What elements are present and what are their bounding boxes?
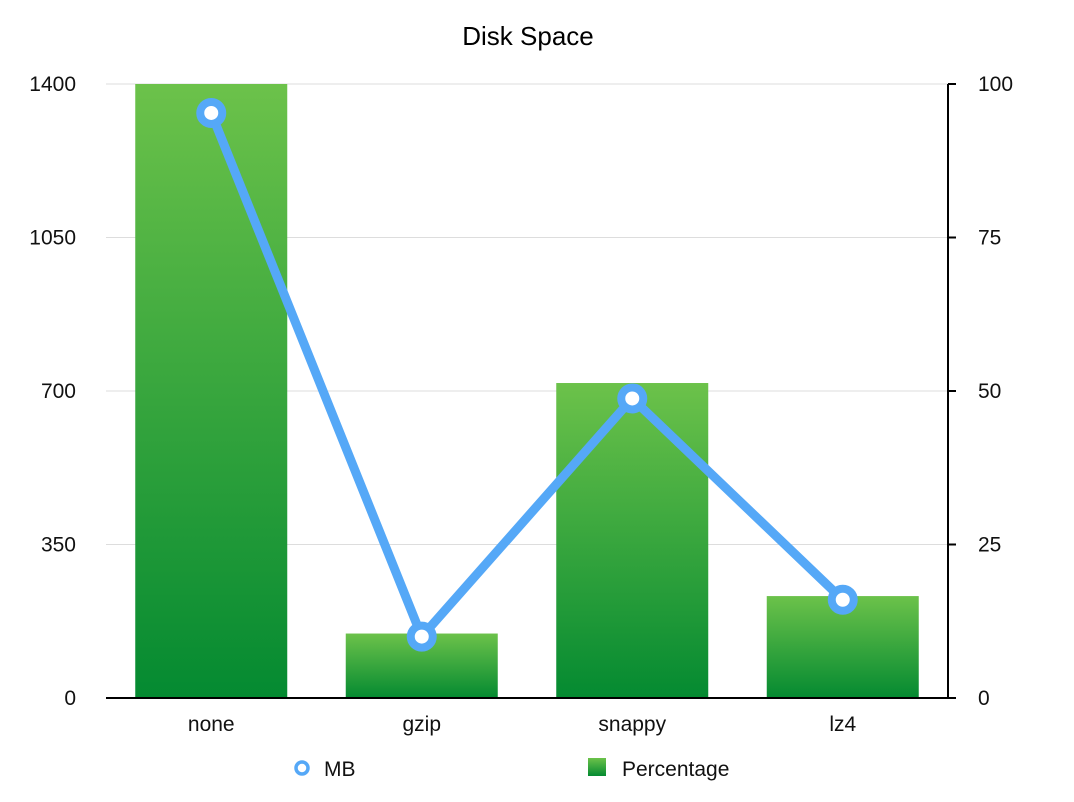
legend-item-mb[interactable]: MB <box>296 758 356 781</box>
right-tick-label: 50 <box>978 380 1001 403</box>
mb-point-gzip[interactable] <box>411 626 433 648</box>
mb-point-snappy[interactable] <box>621 387 643 409</box>
left-tick-label: 1400 <box>29 73 76 96</box>
right-tick-label: 100 <box>978 73 1013 96</box>
category-labels: none gzip snappy lz4 <box>188 713 857 736</box>
legend: MB Percentage <box>296 758 729 781</box>
left-tick-label: 1050 <box>29 227 76 250</box>
legend-item-percentage[interactable]: Percentage <box>588 758 729 781</box>
right-axis-ticks: 0 25 50 75 100 <box>948 73 1013 710</box>
chart-title: Disk Space <box>462 21 594 51</box>
left-tick-label: 350 <box>41 534 76 557</box>
right-tick-label: 75 <box>978 227 1001 250</box>
legend-line-marker <box>296 762 308 774</box>
mb-point-lz4[interactable] <box>832 589 854 611</box>
mb-point-none[interactable] <box>200 102 222 124</box>
legend-label-mb: MB <box>324 758 356 781</box>
legend-label-percentage: Percentage <box>622 758 729 781</box>
right-tick-label: 25 <box>978 534 1001 557</box>
category-label-lz4: lz4 <box>829 713 856 736</box>
left-tick-label: 700 <box>41 380 76 403</box>
category-label-snappy: snappy <box>598 713 666 736</box>
left-axis-ticks: 0 350 700 1050 1400 <box>29 73 76 710</box>
bar-none[interactable] <box>135 84 287 698</box>
mb-line <box>211 113 843 637</box>
legend-bar-swatch <box>588 758 606 776</box>
line-series <box>200 102 854 648</box>
left-tick-label: 0 <box>64 687 76 710</box>
category-label-gzip: gzip <box>402 713 441 736</box>
bar-snappy[interactable] <box>556 383 708 698</box>
right-tick-label: 0 <box>978 687 990 710</box>
category-label-none: none <box>188 713 235 736</box>
